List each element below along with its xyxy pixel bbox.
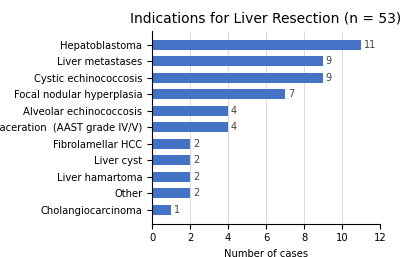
Bar — [152, 56, 323, 66]
Bar — [152, 106, 228, 116]
Text: 4: 4 — [231, 122, 237, 132]
Text: 1: 1 — [174, 205, 180, 215]
Text: 9: 9 — [326, 56, 332, 66]
X-axis label: Number of cases: Number of cases — [224, 249, 308, 257]
Bar — [152, 188, 190, 198]
Bar — [152, 155, 190, 165]
Bar — [152, 205, 171, 215]
Text: 2: 2 — [193, 172, 199, 182]
Bar — [152, 40, 361, 50]
Text: 7: 7 — [288, 89, 294, 99]
Bar — [152, 72, 323, 83]
Bar — [152, 172, 190, 182]
Bar — [152, 139, 190, 149]
Text: 2: 2 — [193, 188, 199, 198]
Text: 2: 2 — [193, 139, 199, 149]
Text: 9: 9 — [326, 73, 332, 83]
Text: 2: 2 — [193, 155, 199, 165]
Bar — [152, 122, 228, 132]
Bar — [152, 89, 285, 99]
Text: 11: 11 — [364, 40, 376, 50]
Title: Indications for Liver Resection (n = 53): Indications for Liver Resection (n = 53) — [130, 12, 400, 25]
Text: 4: 4 — [231, 106, 237, 116]
